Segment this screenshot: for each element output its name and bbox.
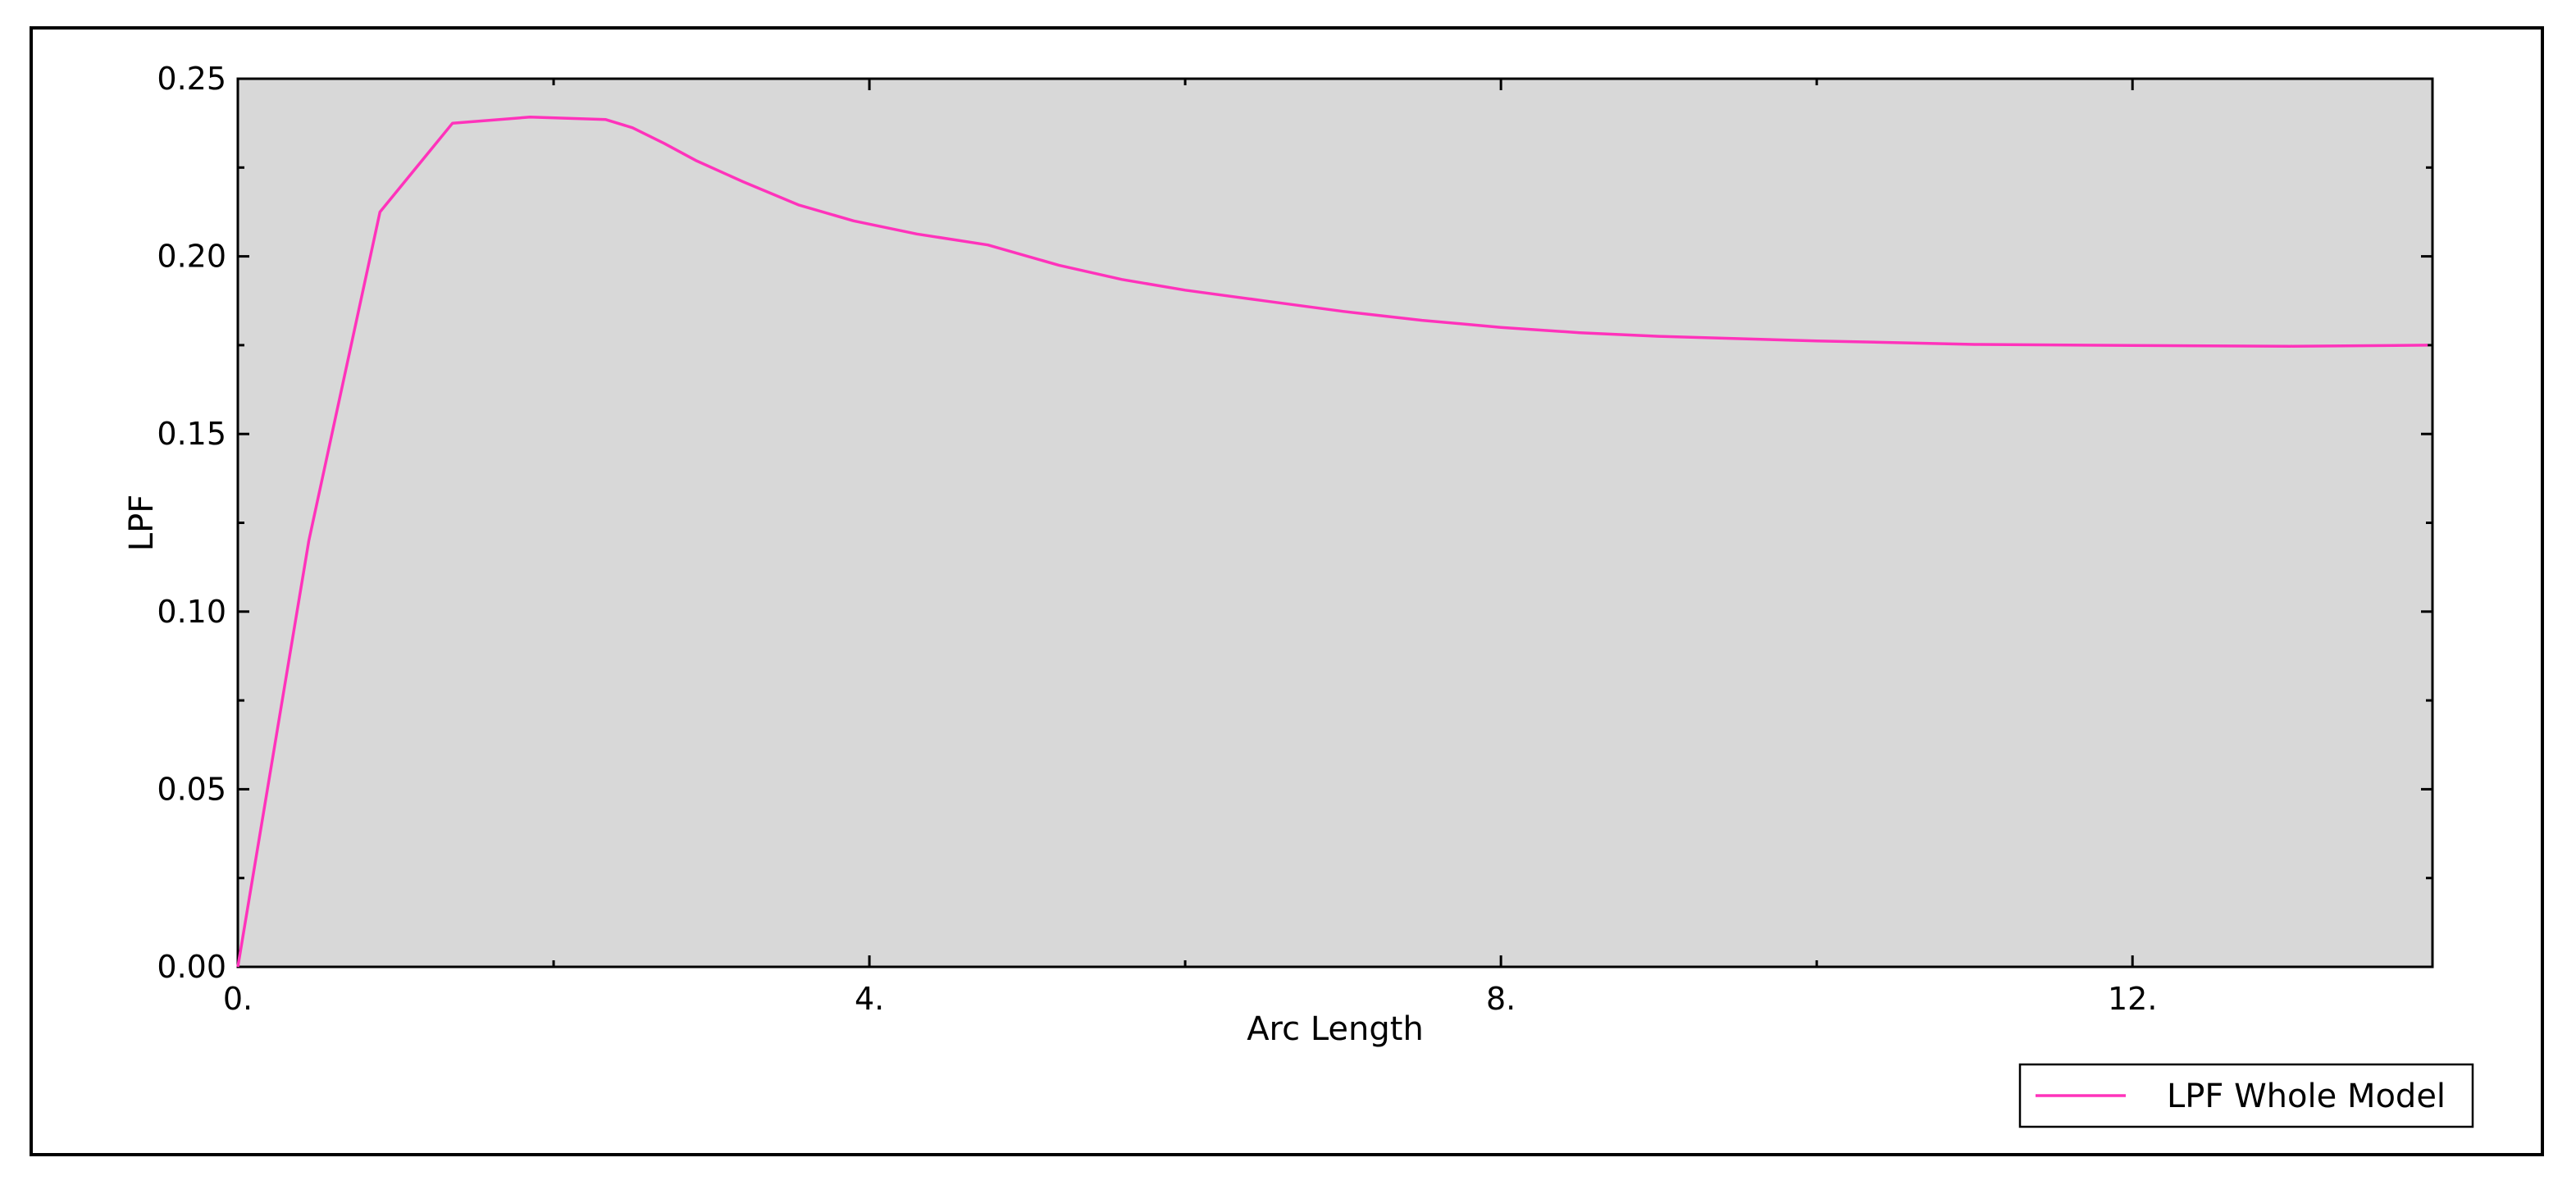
legend: LPF Whole Model bbox=[2018, 1063, 2474, 1128]
y-axis-title: LPF bbox=[123, 495, 161, 551]
series-layer bbox=[236, 116, 2428, 968]
x-tick-label: 12. bbox=[2108, 981, 2157, 1017]
y-tick-label: 0.00 bbox=[157, 949, 226, 985]
legend-entry-lpf-whole-model: LPF Whole Model bbox=[2167, 1078, 2446, 1115]
y-tick-label: 0.15 bbox=[157, 416, 226, 452]
x-tick-label: 8. bbox=[1486, 981, 1516, 1017]
y-tick-label: 0.10 bbox=[157, 594, 226, 630]
lpf-chart: 0.00 0.05 0.10 0.15 0.20 0.25 0. 4. 8. 12. Arc Le… bbox=[123, 61, 2474, 1128]
plot-area bbox=[236, 77, 2434, 969]
chart-frame: 0.00 0.05 0.10 0.15 0.20 0.25 0. 4. 8. 12. Arc Le… bbox=[30, 26, 2544, 1156]
y-tick-label: 0.05 bbox=[157, 771, 226, 807]
x-tick-label: 4. bbox=[855, 981, 884, 1017]
x-axis-title: Arc Length bbox=[1247, 1010, 1424, 1048]
y-tick-label: 0.20 bbox=[157, 239, 226, 275]
axis-ticks bbox=[236, 77, 2432, 969]
x-tick-label: 0. bbox=[223, 981, 253, 1017]
legend-box bbox=[2018, 1063, 2474, 1128]
y-tick-label: 0.25 bbox=[157, 61, 226, 97]
series-line-lpf-whole-model bbox=[236, 116, 2428, 968]
tick-labels: 0.00 0.05 0.10 0.15 0.20 0.25 0. 4. 8. 12. bbox=[157, 61, 2157, 1017]
